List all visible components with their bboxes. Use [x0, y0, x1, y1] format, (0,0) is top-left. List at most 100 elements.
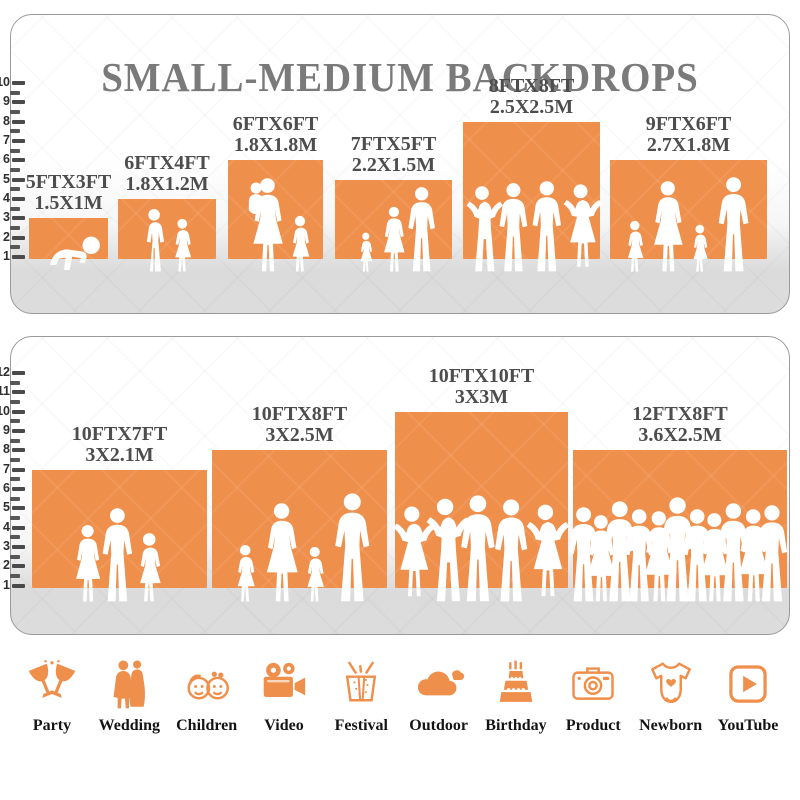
ruler-tick [12, 81, 25, 85]
ruler-tick [12, 564, 25, 569]
person-silhouette [237, 544, 255, 602]
ruler-tick [12, 390, 25, 395]
ruler-half-tick [10, 438, 20, 443]
page-title: SMALL-MEDIUM BACKDROPS [101, 54, 699, 101]
person-silhouette [360, 232, 372, 272]
ruler-half-tick [10, 554, 20, 559]
ruler-number: 1 [3, 249, 10, 263]
ruler-number: 1 [3, 577, 10, 592]
ruler-half-tick [10, 129, 20, 134]
ruler-half-tick [10, 380, 20, 385]
category-item-youtube: YouTube [712, 658, 784, 735]
ruler-number: 2 [3, 558, 10, 573]
ruler-number: 3 [3, 538, 10, 553]
size-feet-label: 6FTX4FT [124, 152, 210, 174]
person-silhouette [267, 503, 299, 602]
wedding-icon [113, 660, 146, 709]
backdrop-bar [118, 199, 216, 259]
category-label: Newborn [639, 717, 703, 734]
ruler-number: 10 [0, 403, 10, 418]
ruler-number: 4 [3, 191, 10, 205]
category-item-children: Children [171, 658, 243, 735]
ruler-tick [12, 409, 25, 414]
ruler-tick [12, 448, 25, 453]
bar-size-label: 6FTX6FT 1.8X1.8M [233, 114, 319, 156]
person-silhouette [383, 206, 405, 272]
ruler-half-tick [10, 206, 20, 211]
category-label: YouTube [717, 717, 779, 734]
ruler-tick [12, 177, 25, 182]
category-label: Product [565, 717, 621, 734]
bar-size-label: 8FTX8FT 2.5X2.5M [488, 74, 575, 118]
ruler-half-tick [10, 573, 20, 578]
ruler-tick [12, 467, 25, 472]
ruler-half-tick [10, 399, 20, 404]
category-label: Festival [334, 717, 388, 734]
ruler-tick [12, 370, 25, 375]
size-feet-label: 6FTX6FT [232, 113, 319, 136]
size-meter-label: 1.5X1M [34, 192, 103, 215]
category-item-party: Party [16, 658, 88, 735]
size-feet-label: 8FTX8FT [488, 74, 575, 97]
ruler-tick [12, 100, 25, 105]
bar-size-label: 10FTX7FT 3X2.1M [71, 422, 168, 466]
person-silhouette [146, 209, 165, 272]
ruler-number: 10 [0, 75, 10, 89]
bar-size-label: 7FTX5FT 2.2X1.5M [350, 132, 437, 176]
ruler-number: 4 [3, 519, 10, 534]
category-item-festival: Festival [325, 658, 397, 735]
size-meter-label: 1.8X1.2M [125, 173, 209, 195]
ruler-half-tick [10, 515, 20, 520]
size-meter-label: 2.2X1.5M [351, 153, 436, 176]
size-meter-label: 2.5X2.5M [489, 95, 574, 118]
person-silhouette [719, 177, 749, 272]
ruler-tick [12, 525, 25, 530]
category-label: Video [264, 717, 304, 734]
size-meter-label: 3.6X2.5M [638, 424, 722, 447]
ruler-number: 12 [0, 364, 10, 379]
newborn-icon [650, 662, 691, 704]
ruler-half-tick [10, 245, 20, 250]
category-label: Children [176, 717, 238, 734]
size-feet-label: 10FTX7FT [71, 422, 168, 445]
ruler-half-tick [10, 90, 20, 95]
ruler-tick [12, 139, 25, 143]
bar-size-label: 10FTX10FT 3X3M [429, 365, 535, 408]
ruler-number: 6 [3, 152, 10, 167]
ruler-tick [12, 119, 25, 124]
category-label: Wedding [98, 717, 160, 734]
youtube-icon [729, 665, 767, 703]
category-row: Party Wedding Children Video Festival Outdoor… [0, 658, 800, 735]
person-silhouette [756, 505, 788, 602]
ruler-number: 7 [3, 133, 10, 147]
ruler-number: 8 [3, 442, 10, 457]
size-feet-label: 7FTX5FT [350, 132, 437, 155]
bar-size-label: 6FTX4FT 1.8X1.2M [124, 153, 210, 195]
outdoor-icon [417, 670, 464, 696]
ruler-number: 5 [3, 171, 10, 186]
ruler-half-tick [10, 187, 20, 192]
size-meter-label: 2.7X1.8M [646, 134, 731, 157]
person-silhouette [103, 508, 133, 602]
ruler-half-tick [10, 148, 20, 153]
size-feet-label: 10FTX8FT [251, 403, 348, 426]
video-icon [263, 662, 306, 697]
category-item-outdoor: Outdoor [403, 658, 475, 735]
ruler-half-tick [10, 110, 20, 114]
birthday-icon [499, 660, 533, 702]
festival-icon [346, 661, 377, 702]
ruler-half-tick [10, 496, 20, 501]
ruler-number: 9 [3, 94, 10, 109]
size-feet-label: 5FTX3FT [25, 171, 112, 194]
size-meter-label: 3X2.5M [265, 424, 334, 447]
category-item-video: Video [248, 658, 320, 735]
person-silhouette [292, 215, 310, 272]
person-silhouette [628, 220, 644, 272]
ruler-half-tick [10, 535, 20, 540]
person-silhouette [307, 546, 325, 602]
ruler-number: 3 [3, 210, 10, 225]
ruler-number: 8 [3, 113, 10, 128]
ruler-tick [12, 506, 25, 511]
person-silhouette [175, 218, 192, 272]
